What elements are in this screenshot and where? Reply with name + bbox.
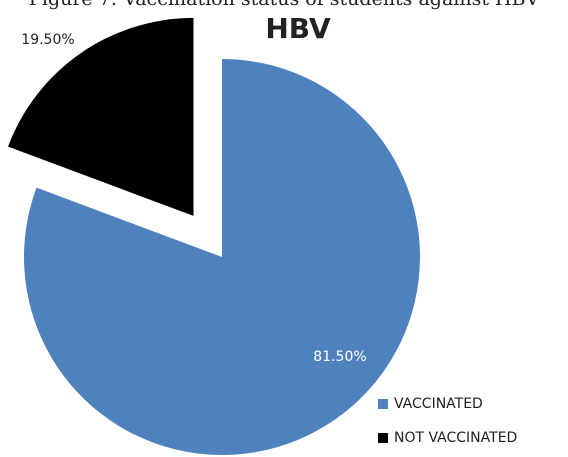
- legend-swatch: [378, 399, 388, 409]
- legend-label: VACCINATED: [394, 396, 483, 412]
- data-label: 81.50%: [313, 349, 366, 365]
- legend-label: NOT VACCINATED: [394, 430, 517, 446]
- legend-swatch: [378, 433, 388, 443]
- data-label: 19.50%: [21, 32, 74, 48]
- chart-title: HBV: [265, 12, 331, 45]
- caption: Figure 7: Vaccination status of students…: [29, 0, 540, 10]
- pie-slice: [23, 59, 420, 455]
- pie-slice: [8, 17, 194, 216]
